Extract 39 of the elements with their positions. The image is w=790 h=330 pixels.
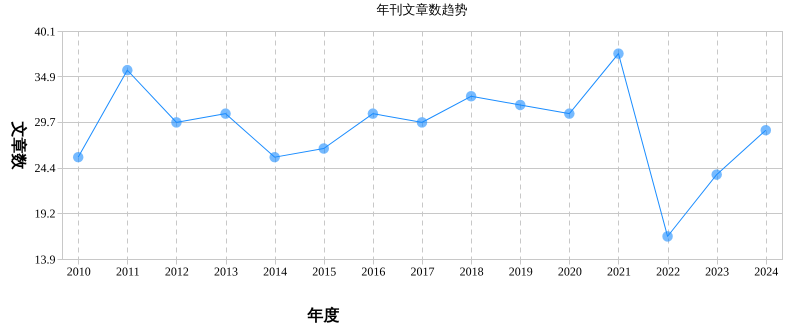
point (514, 100, 526, 110)
y-tick-label: 34.9 (34, 70, 56, 84)
point (416, 117, 428, 128)
x-tick-label: 2013 (214, 264, 238, 278)
x-tick-label: 2022 (656, 264, 680, 278)
point (72, 152, 84, 162)
chart-title: 年刊文章数趋势 (376, 2, 468, 17)
x-tick-label: 2011 (116, 264, 140, 278)
point (760, 124, 772, 136)
point (466, 91, 476, 102)
x-axis-title: 年度 (306, 306, 340, 324)
y-tick-label: 29.7 (34, 115, 56, 130)
point (171, 117, 182, 128)
x-tick-label: 2017 (410, 264, 434, 278)
point (662, 231, 673, 242)
x-tick-label: 2014 (263, 264, 288, 278)
y-tick-label: 19.2 (34, 206, 56, 220)
point (220, 108, 231, 119)
y-axis-title: 文章数 (10, 120, 28, 170)
point (613, 48, 624, 59)
y-tick-label: 40.1 (34, 24, 56, 38)
x-tick-label: 2015 (312, 264, 336, 278)
x-tick-label: 2020 (558, 264, 582, 278)
point (269, 152, 280, 162)
x-tick-label: 2019 (508, 264, 533, 278)
y-tick-label: 13.9 (34, 252, 56, 266)
y-tick-label: 24.4 (34, 161, 56, 176)
x-tick-label: 2021 (606, 264, 631, 278)
x-tick-label: 2023 (705, 264, 730, 278)
point (564, 108, 575, 119)
x-tick-label: 2018 (460, 264, 484, 278)
x-tick-label: 2012 (164, 264, 189, 278)
x-tick-label: 2024 (754, 264, 778, 278)
x-tick-label: 2010 (66, 264, 91, 278)
point (318, 143, 330, 154)
point (122, 64, 133, 76)
point (368, 108, 378, 119)
x-tick-label: 2016 (361, 264, 386, 278)
point (711, 169, 722, 180)
